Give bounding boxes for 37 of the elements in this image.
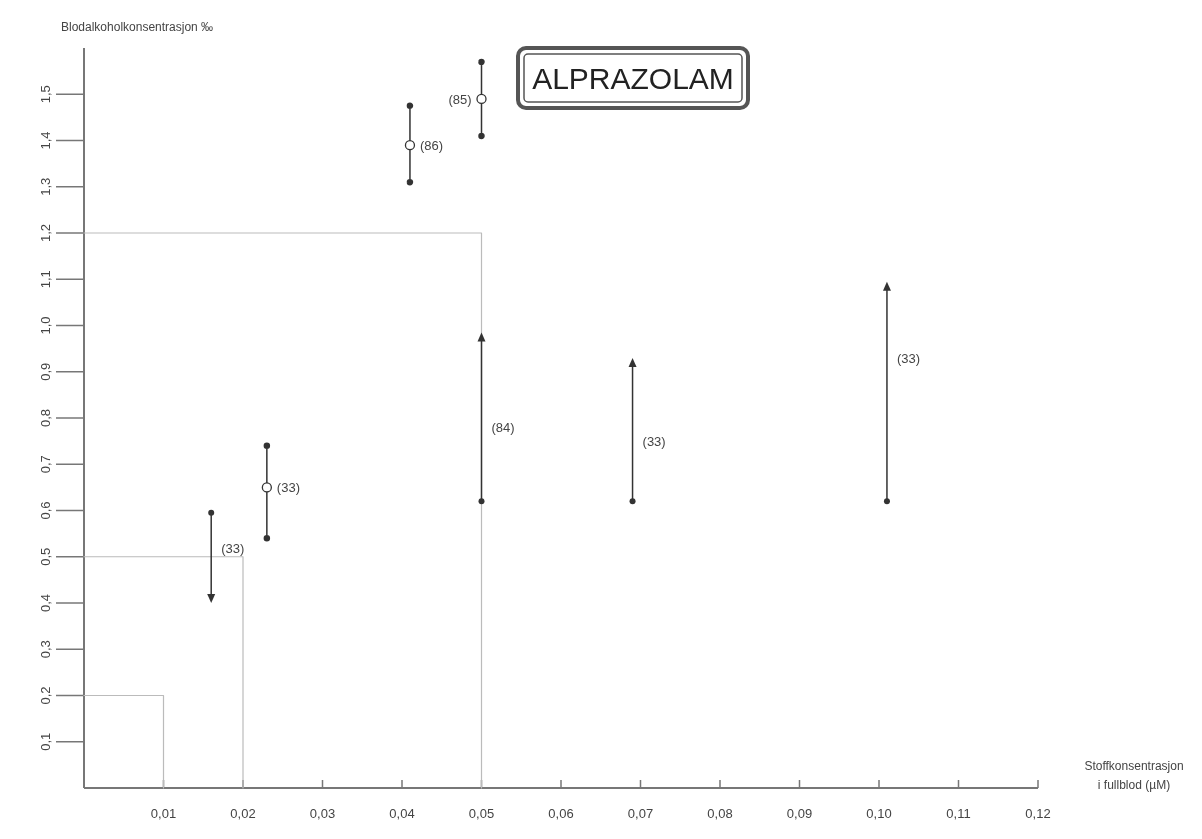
x-tick-label: 0,10 bbox=[866, 806, 892, 821]
y-tick-label: 0,9 bbox=[38, 362, 53, 381]
y-tick-label: 1,5 bbox=[38, 85, 53, 104]
annotation: (33) bbox=[276, 480, 300, 496]
text: ALPRAZOLAM bbox=[532, 62, 734, 95]
y-tick-label: 0,6 bbox=[38, 501, 53, 520]
annotation: (33) bbox=[896, 350, 921, 366]
x-tick-label: 0,05 bbox=[468, 806, 495, 821]
y-tick-label: 1,4 bbox=[38, 131, 53, 150]
y-tick-label: 1,0 bbox=[38, 316, 53, 335]
x-tick-label: 0,03 bbox=[309, 806, 336, 821]
x-tick-label: 0,11 bbox=[946, 806, 971, 821]
y-tick-label: 1,1 bbox=[38, 270, 53, 289]
x-tick-label: 0,12 bbox=[1025, 806, 1051, 821]
x-tick-label: 0,07 bbox=[627, 806, 654, 821]
annotation: (84) bbox=[491, 420, 515, 436]
x-tick-label: 0,04 bbox=[389, 806, 415, 821]
annotation: (85) bbox=[448, 91, 472, 107]
x-tick-label: 0,08 bbox=[707, 806, 733, 821]
annotation: (86) bbox=[419, 138, 444, 154]
x-tick-label: 0,06 bbox=[548, 806, 574, 821]
annotation: (33) bbox=[221, 540, 245, 556]
annotation: (33) bbox=[642, 434, 666, 450]
x-tick-label: 0,02 bbox=[230, 806, 256, 821]
x-tick-label: 0,01 bbox=[150, 806, 177, 821]
y-axis-title: Blodalkoholkonsentrasjon ‰ bbox=[61, 20, 214, 34]
y-tick-label: 0,3 bbox=[38, 640, 53, 659]
x-axis-title: Stoffkonsentrasjon i fullblod (µM) bbox=[1084, 759, 1184, 792]
y-tick-label: 1,3 bbox=[38, 177, 53, 196]
y-tick-label: 0,8 bbox=[38, 408, 53, 428]
y-tick-label: 0,4 bbox=[38, 593, 53, 613]
y-tick-label: 0,1 bbox=[38, 732, 53, 751]
y-tick-label: 1,2 bbox=[38, 223, 53, 243]
y-tick-label: 0,2 bbox=[38, 686, 53, 705]
y-tick-label: 0,5 bbox=[38, 547, 53, 566]
y-tick-label: 0,7 bbox=[38, 455, 53, 474]
x-tick-label: 0,09 bbox=[786, 806, 813, 821]
